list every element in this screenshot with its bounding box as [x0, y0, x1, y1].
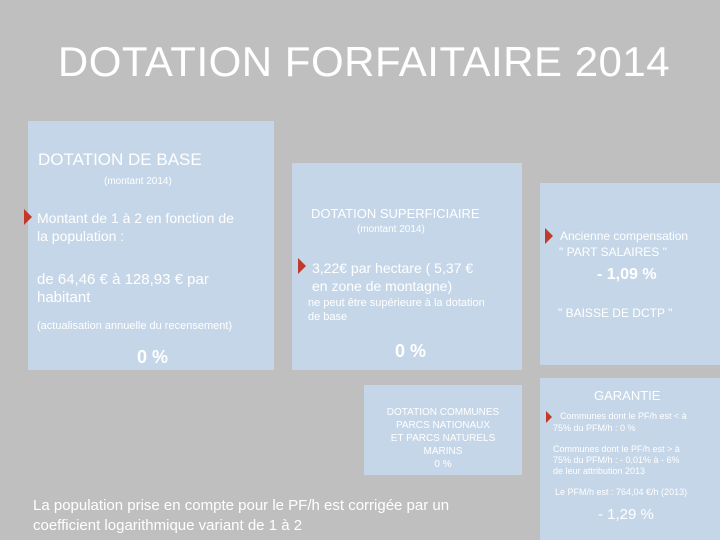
dotation-superficiaire-heading: DOTATION SUPERFICIAIRE — [311, 206, 480, 221]
garantie-percent: - 1,29 % — [598, 506, 654, 523]
dotation-superficiaire-percent: 0 % — [395, 341, 427, 361]
dotation-base-heading: DOTATION DE BASE — [38, 150, 202, 169]
page-title: DOTATION FORFAITAIRE 2014 — [57, 38, 671, 85]
compensation-line2: " PART SALAIRES " — [559, 245, 667, 259]
dotation-base-range-line1: de 64,46 € à 128,93 € par — [37, 271, 209, 288]
dotation-base-note: (actualisation annuelle du recensement) — [37, 320, 233, 332]
parcs-line4: MARINS — [423, 446, 463, 457]
parcs-line2: PARCS NATIONAUX — [395, 420, 491, 431]
bullet-arrow-icon — [546, 411, 552, 423]
footnote-line1: La population prise en compte pour le PF… — [33, 497, 450, 514]
dotation-superficiaire-note-line1: ne peut être supérieure à la dotation — [308, 297, 485, 309]
dotation-superficiaire-bullet-line2: en zone de montagne) — [312, 278, 453, 294]
garantie-item2-line3: de leur attribution 2013 — [553, 466, 646, 476]
compensation-percent: - 1,09 % — [597, 266, 657, 283]
dotation-superficiaire-bullet-line1: 3,22€ par hectare ( 5,37 € — [312, 260, 474, 276]
garantie-box — [540, 378, 720, 540]
dotation-base-percent: 0 % — [137, 347, 169, 367]
bullet-arrow-icon — [545, 228, 553, 244]
dotation-base-montant: (montant 2014) — [104, 176, 172, 187]
footnote-line2: coefficient logarithmique variant de 1 à… — [33, 517, 303, 534]
dotation-base-box — [28, 121, 274, 370]
compensation-line1: Ancienne compensation — [560, 229, 689, 243]
bullet-arrow-icon — [298, 258, 306, 274]
bullet-arrow-icon — [24, 209, 32, 225]
dotation-base-bullet-line1: Montant de 1 à 2 en fonction de — [37, 210, 234, 226]
garantie-pfm: Le PFM/h est : 764,04 €/h (2013) — [555, 487, 688, 497]
parcs-percent: 0 % — [434, 459, 452, 470]
dotation-superficiaire-box — [292, 163, 522, 370]
dotation-base-bullet-line2: la population : — [37, 228, 125, 244]
garantie-item1-line1: Communes dont le PF/h est < à — [560, 411, 687, 421]
parcs-line3: ET PARCS NATURELS — [390, 433, 496, 444]
parcs-box — [364, 385, 522, 475]
garantie-item2-line1: Communes dont le PF/h est > à — [553, 444, 680, 454]
dotation-base-range-line2: habitant — [37, 289, 91, 306]
dotation-superficiaire-note-line2: de base — [308, 311, 348, 323]
garantie-heading: GARANTIE — [594, 388, 661, 403]
parcs-line1: DOTATION COMMUNES — [386, 407, 500, 418]
compensation-baisse: " BAISSE DE DCTP " — [558, 306, 673, 320]
garantie-item2-line2: 75% du PFM/h : - 0,01% à - 6% — [553, 455, 680, 465]
compensation-box — [540, 183, 720, 365]
dotation-superficiaire-montant: (montant 2014) — [357, 224, 425, 235]
garantie-item1-line2: 75% du PFM/h : 0 % — [553, 423, 636, 433]
